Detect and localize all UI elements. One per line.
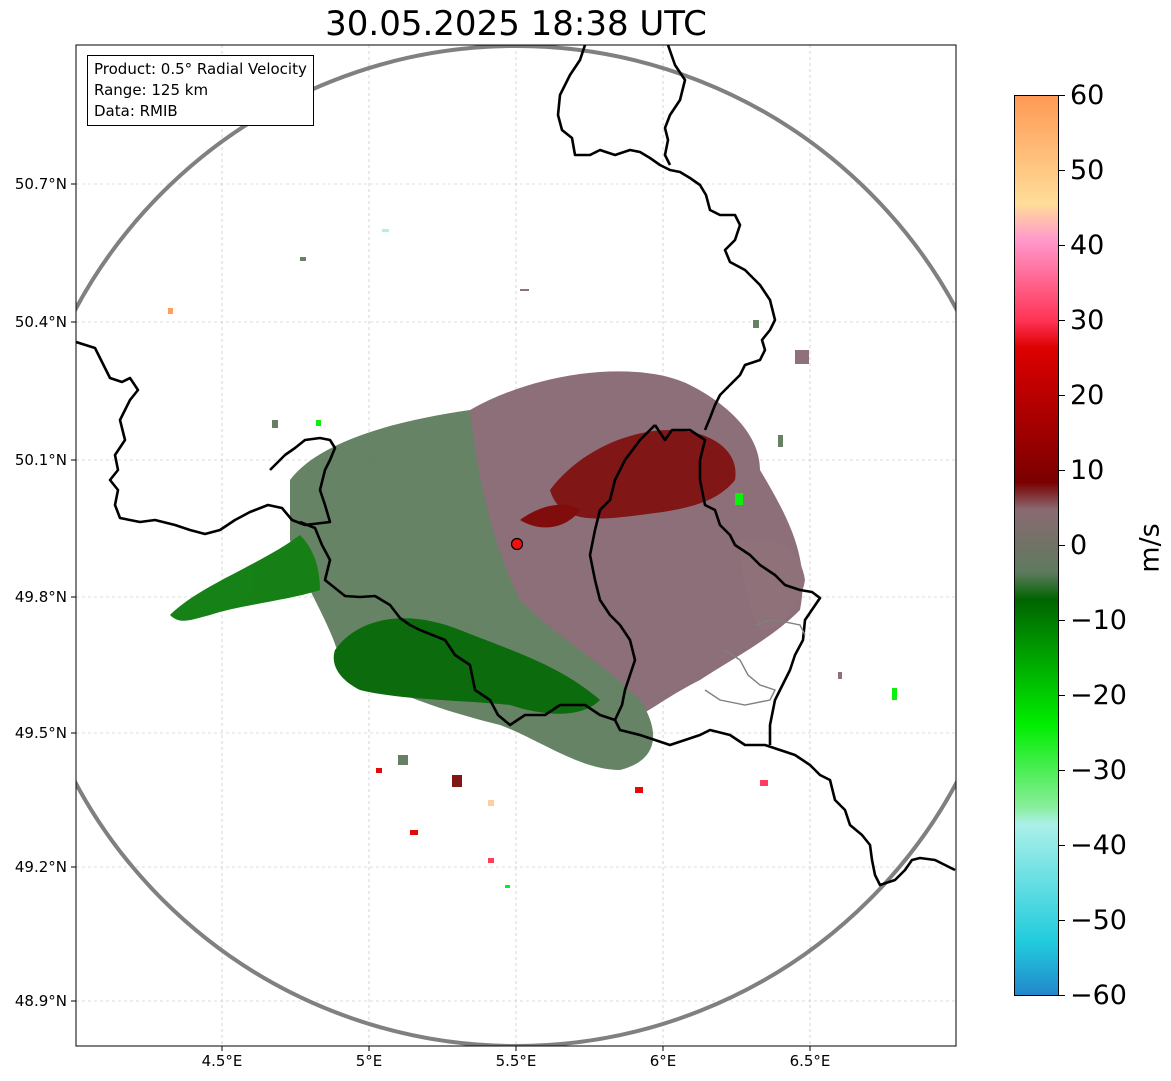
- lat-tick-label: 48.9°N: [14, 992, 67, 1010]
- border-north-east: [663, 45, 687, 166]
- lat-tick-label: 50.7°N: [14, 175, 67, 193]
- colorbar-label: −10: [1070, 605, 1127, 636]
- colorbar-tick: [1059, 545, 1065, 546]
- country-borders: [76, 45, 956, 887]
- colorbar-tick: [1059, 470, 1065, 471]
- radar-site-marker: [510, 537, 524, 551]
- colorbar-tick: [1059, 995, 1065, 996]
- colorbar-tick: [1059, 395, 1065, 396]
- map-title: 30.05.2025 18:38 UTC: [325, 4, 707, 44]
- colorbar-tick: [1059, 245, 1065, 246]
- lon-tick-label: 4.5°E: [201, 1052, 243, 1070]
- lon-tick-label: 6°E: [649, 1052, 677, 1070]
- colorbar-label: 30: [1070, 305, 1105, 336]
- colorbar-tick: [1059, 320, 1065, 321]
- colorbar-tick: [1059, 620, 1065, 621]
- colorbar-label: 20: [1070, 380, 1105, 411]
- colorbar-label: 50: [1070, 155, 1105, 186]
- info-product: Product: 0.5° Radial Velocity: [94, 60, 307, 78]
- colorbar-label: −50: [1070, 905, 1127, 936]
- echo-darkred-core: [550, 430, 736, 519]
- velocity-colorbar: [1014, 95, 1059, 996]
- border-lux-de: [653, 424, 822, 745]
- border-lux-fr: [299, 520, 616, 727]
- lat-tick-label: 50.4°N: [14, 313, 67, 331]
- colorbar-label: 10: [1070, 455, 1105, 486]
- echo-green-region-west: [170, 535, 320, 621]
- colorbar-label: 0: [1070, 530, 1088, 561]
- echo-darkred-streak: [520, 504, 580, 528]
- echo-darkgreen-core: [333, 618, 600, 714]
- info-data-source: Data: RMIB: [94, 102, 178, 120]
- lat-tick-label: 49.2°N: [14, 858, 67, 876]
- border-west: [76, 340, 337, 536]
- colorbar-tick: [1059, 95, 1065, 96]
- colorbar-label: −30: [1070, 755, 1127, 786]
- colorbar-label: 40: [1070, 230, 1105, 261]
- colorbar-label: 60: [1070, 80, 1105, 111]
- lat-tick-label: 50.1°N: [14, 451, 67, 469]
- colorbar-label: −60: [1070, 980, 1127, 1011]
- lat-tick-label: 49.8°N: [14, 588, 67, 606]
- range-ring: [76, 45, 956, 1046]
- echo-speckles: [168, 229, 897, 888]
- colorbar-tick: [1059, 170, 1065, 171]
- lon-tick-label: 5.5°E: [495, 1052, 537, 1070]
- border-lux-west: [588, 424, 956, 887]
- colorbar-unit: m/s: [1134, 523, 1166, 573]
- colorbar-tick: [1059, 770, 1065, 771]
- info-range: Range: 125 km: [94, 81, 209, 99]
- info-box: Product: 0.5° Radial Velocity Range: 125…: [87, 55, 314, 126]
- colorbar-label: −40: [1070, 830, 1127, 861]
- colorbar-tick: [1059, 920, 1065, 921]
- colorbar-tick: [1059, 845, 1065, 846]
- lon-tick-label: 6.5°E: [789, 1052, 831, 1070]
- axis-ticks: [71, 183, 811, 1051]
- colorbar-tick: [1059, 695, 1065, 696]
- lon-tick-label: 5°E: [355, 1052, 383, 1070]
- river-lines: [704, 619, 806, 706]
- radar-echoes: [168, 229, 897, 888]
- lat-tick-label: 49.5°N: [14, 724, 67, 742]
- colorbar-label: −20: [1070, 680, 1127, 711]
- border-north: [556, 45, 777, 431]
